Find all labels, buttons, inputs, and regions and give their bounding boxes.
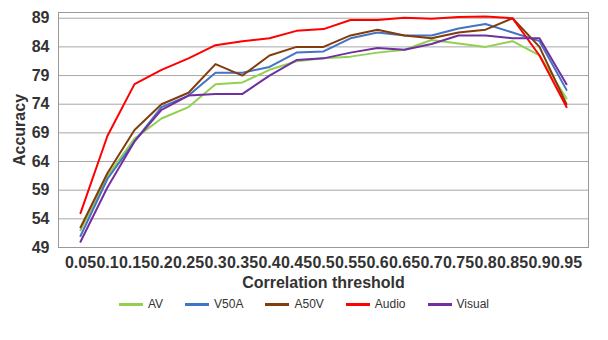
svg-text:59: 59 [32,181,50,198]
svg-text:0.6: 0.6 [366,254,388,271]
svg-text:Accuracy: Accuracy [11,94,28,166]
svg-text:0.1: 0.1 [96,254,118,271]
svg-text:0.95: 0.95 [551,254,582,271]
svg-text:0.45: 0.45 [281,254,312,271]
svg-text:0.5: 0.5 [312,254,334,271]
html-text:V50A: V50A [214,297,244,311]
svg-text:0.65: 0.65 [389,254,420,271]
svg-text:0.8: 0.8 [474,254,496,271]
svg-text:0.2: 0.2 [150,254,172,271]
svg-text:0.05: 0.05 [65,254,96,271]
svg-text:64: 64 [32,153,50,170]
svg-text:0.55: 0.55 [335,254,366,271]
html-text:Visual: Visual [456,297,489,311]
svg-text:0.35: 0.35 [227,254,258,271]
svg-text:84: 84 [32,38,50,55]
svg-text:0.85: 0.85 [497,254,528,271]
html-text:A50V: A50V [294,297,324,311]
svg-text:49: 49 [32,239,50,256]
svg-text:89: 89 [32,9,50,26]
svg-text:0.9: 0.9 [528,254,550,271]
svg-text:0.7: 0.7 [420,254,442,271]
html-text:AV: AV [148,297,164,311]
svg-text:69: 69 [32,124,50,141]
svg-text:0.75: 0.75 [443,254,474,271]
svg-text:0.25: 0.25 [173,254,204,271]
svg-text:79: 79 [32,67,50,84]
svg-text:0.3: 0.3 [204,254,226,271]
svg-text:Correlation threshold: Correlation threshold [242,274,405,291]
html-text:Audio: Audio [374,297,406,311]
svg-text:54: 54 [32,210,50,227]
svg-text:0.4: 0.4 [258,254,280,271]
svg-text:0.15: 0.15 [119,254,150,271]
svg-text:74: 74 [32,95,50,112]
